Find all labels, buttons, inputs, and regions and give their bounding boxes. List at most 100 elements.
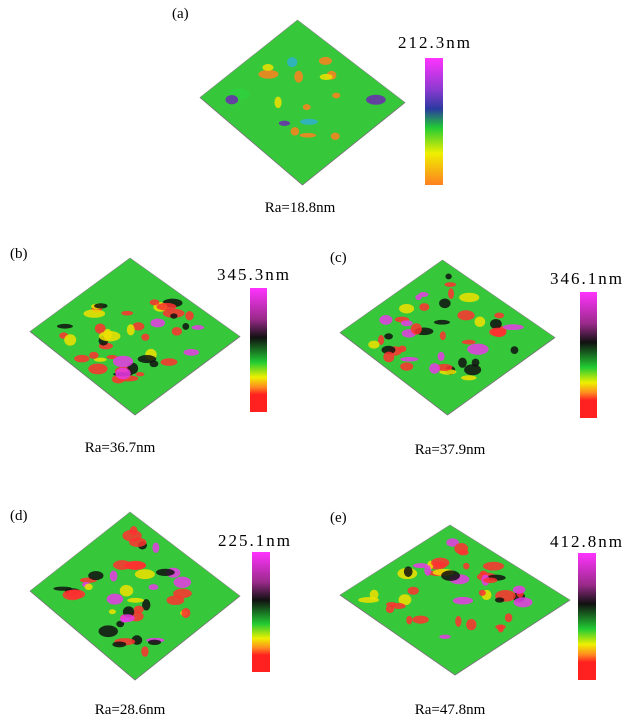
surface-feature (379, 315, 392, 325)
scale-max: 345.3nm (217, 265, 291, 284)
surface-feature (112, 641, 126, 647)
surface-feature (120, 618, 128, 622)
surface-feature (370, 590, 379, 600)
surface-feature (149, 584, 159, 590)
surface-feature (113, 356, 133, 368)
color-bar (425, 58, 443, 185)
surface-feature (84, 309, 106, 317)
surface-feature (319, 57, 332, 65)
surface-feature (513, 586, 525, 594)
surface-feature (150, 299, 160, 305)
surface-feature (439, 298, 451, 308)
surface-feature (53, 587, 72, 591)
surface-feature (400, 362, 413, 370)
scale-max: 225.1nm (218, 531, 292, 550)
scale-max: 412.8nm (550, 532, 624, 551)
surface-feature (386, 602, 397, 606)
panel-label: (c) (330, 250, 347, 266)
surface-feature (408, 587, 419, 595)
surface-feature (129, 538, 146, 547)
roughness: Ra=36.7nm (85, 440, 156, 456)
surface-feature (453, 597, 473, 605)
color-bar (578, 553, 596, 680)
surface-feature (406, 616, 412, 625)
surface-feature (399, 304, 414, 314)
surface-feature (88, 364, 107, 375)
surface-feature (483, 562, 504, 571)
surface-feature (445, 274, 451, 280)
surface-feature (57, 324, 73, 329)
surface-feature (448, 288, 454, 299)
afm-panel: (e)412.8nmRa=47.8nm (330, 510, 624, 718)
surface-feature (287, 57, 297, 67)
surface-feature (332, 93, 340, 99)
surface-feature (404, 566, 413, 577)
color-bar (250, 288, 267, 412)
surface-feature (258, 70, 278, 79)
figure: (a) 212.3nm Ra=18.8nm (b) 345.3nm Ra=36.7nm (c… (0, 0, 638, 722)
surface-feature (182, 323, 189, 330)
surface-feature (185, 311, 193, 320)
surface-feature (88, 571, 103, 580)
surface-feature (461, 375, 477, 380)
surface-feature (94, 303, 107, 308)
surface-feature (479, 590, 486, 596)
scale-max: 212.3nm (398, 33, 472, 52)
surface-feature (121, 311, 133, 316)
roughness: Ra=28.6nm (95, 702, 166, 718)
afm-panel: (b) 345.3nm Ra=36.7nm (10, 246, 291, 456)
surface-feature (172, 327, 182, 336)
panel-label: (e) (330, 510, 347, 526)
surface-feature (458, 358, 467, 368)
surface-feature (115, 368, 130, 380)
roughness: Ra=18.8nm (265, 200, 336, 216)
panel-label: (a) (172, 6, 189, 22)
surface-feature (192, 325, 205, 330)
surface-feature (141, 334, 149, 341)
surface-feature (99, 331, 121, 342)
surface-feature (107, 594, 124, 605)
surface-feature (141, 646, 148, 657)
surface-feature (157, 303, 177, 311)
surface-feature (383, 352, 394, 363)
surface-feature (438, 352, 445, 361)
surface-feature (475, 317, 486, 327)
surface-feature (320, 74, 333, 80)
scale-max: 346.1nm (550, 269, 624, 288)
roughness: Ra=37.9nm (415, 442, 486, 458)
surface-feature (127, 598, 144, 603)
surface-feature (368, 341, 379, 349)
surface-feature (331, 133, 340, 140)
surface-feature (454, 543, 468, 554)
surface-feature (303, 104, 311, 110)
afm-panel: (d)225.1nmRa=28.6nm (10, 508, 292, 718)
panel-label: (b) (10, 246, 28, 262)
surface-feature (419, 303, 429, 311)
surface-feature (439, 635, 451, 639)
surface-feature (511, 346, 519, 354)
surface-feature (110, 570, 118, 581)
color-bar (252, 552, 270, 672)
surface-feature (466, 619, 476, 630)
surface-feature (64, 334, 76, 345)
surface-feature (514, 597, 533, 607)
surface-feature (161, 358, 178, 366)
surface-feature (455, 616, 461, 627)
surface-feature (434, 320, 450, 325)
surface-feature (300, 133, 317, 138)
surface-feature (462, 340, 476, 345)
surface-feature (109, 609, 116, 614)
surface-feature (441, 570, 460, 580)
surface-feature (431, 558, 449, 568)
surface-feature (399, 345, 407, 352)
surface-feature (464, 364, 481, 375)
surface-feature (412, 616, 428, 624)
surface-feature (467, 344, 488, 355)
surface-feature (300, 119, 318, 125)
surface-feature (124, 562, 146, 570)
surface-feature (279, 121, 290, 126)
surface-feature (495, 597, 504, 602)
surface-feature (152, 543, 159, 553)
surface-feature (440, 331, 446, 340)
surface-feature (274, 97, 281, 108)
